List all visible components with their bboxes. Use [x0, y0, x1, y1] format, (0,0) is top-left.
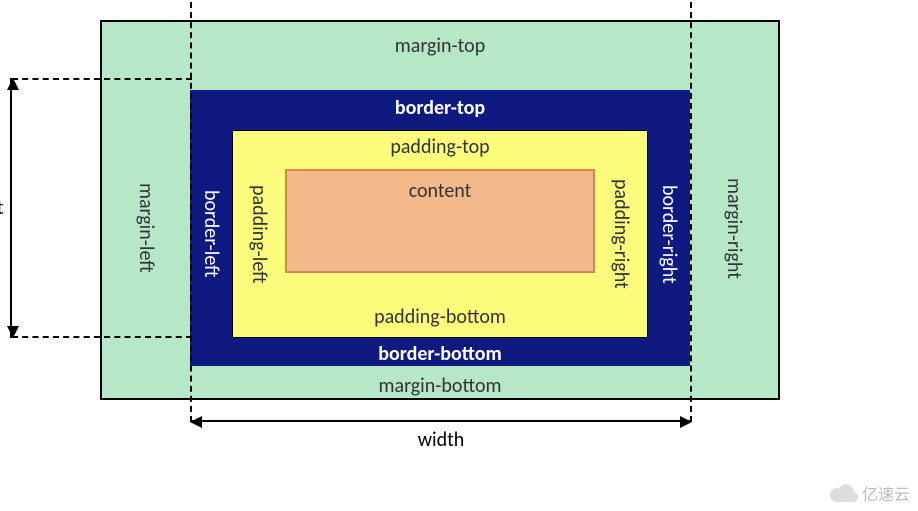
arrow-down-icon — [7, 326, 19, 338]
cloud-icon — [830, 484, 858, 502]
arrow-up-icon — [7, 78, 19, 90]
arrow-right-icon — [680, 416, 692, 428]
padding-top-label: padding-top — [233, 131, 647, 169]
height-guide-bottom — [12, 336, 192, 338]
margin-mid-row: margin-left border-top border-left paddi… — [102, 90, 778, 366]
arrow-left-icon — [190, 416, 202, 428]
watermark: 亿速云 — [830, 481, 910, 505]
width-guide-left — [190, 2, 192, 422]
height-dimension: height — [10, 78, 12, 338]
padding-right-label: padding-right — [595, 169, 647, 299]
content-region: content — [285, 169, 595, 273]
height-label: height — [0, 196, 3, 220]
margin-region: margin-top margin-left border-top border… — [100, 20, 780, 400]
width-label: width — [190, 422, 692, 452]
width-guide-right — [690, 2, 692, 422]
padding-mid-row: padding-left content padding-right — [233, 169, 647, 299]
watermark-text: 亿速云 — [862, 481, 910, 505]
border-region: border-top border-left padding-top paddi… — [190, 90, 690, 366]
border-top-label: border-top — [190, 90, 690, 130]
padding-region: padding-top padding-left content padding… — [232, 130, 648, 338]
height-guide-top — [12, 78, 192, 80]
border-right-label: border-right — [648, 130, 690, 338]
margin-right-label: margin-right — [690, 90, 778, 366]
border-left-label: border-left — [190, 130, 232, 338]
border-mid-row: border-left padding-top padding-left con… — [190, 130, 690, 338]
margin-left-label: margin-left — [102, 90, 190, 366]
padding-left-label: padding-left — [233, 169, 285, 299]
margin-top-label: margin-top — [102, 22, 778, 90]
width-dimension: width — [190, 420, 692, 452]
